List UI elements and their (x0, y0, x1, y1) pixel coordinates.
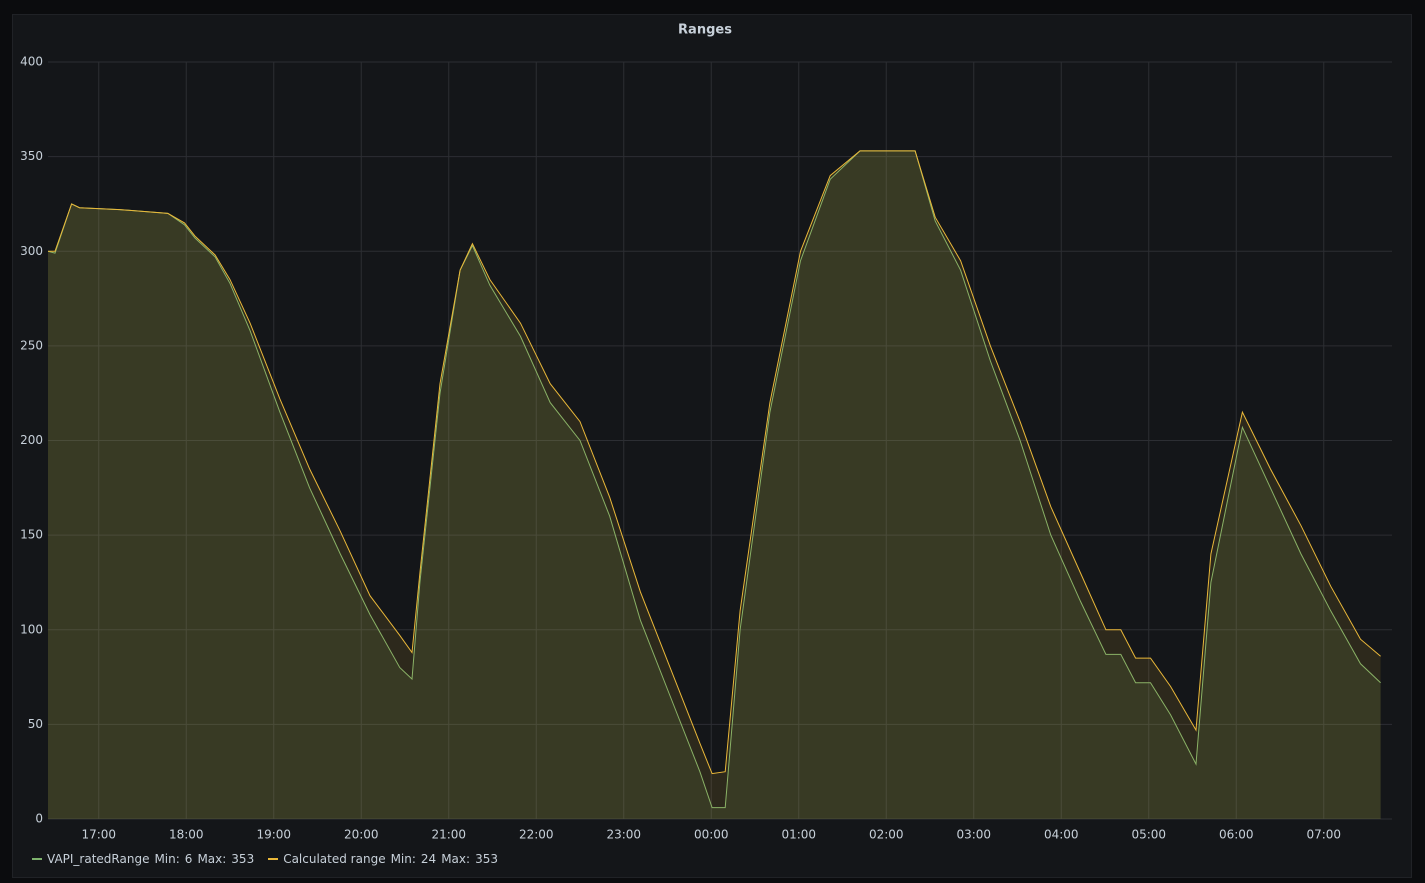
x-tick-label: 22:00 (519, 828, 554, 842)
x-tick-label: 23:00 (606, 828, 641, 842)
line (48, 150, 1381, 775)
area (48, 150, 1381, 819)
legend-stat-value: 353 (231, 852, 255, 866)
panel (12, 14, 1412, 878)
legend-stat-value: 353 (475, 852, 498, 866)
y-tick-label: 50 (28, 717, 43, 731)
x-tick-label: 17:00 (81, 828, 116, 842)
legend-swatch (268, 858, 279, 860)
legend-label: VAPI_ratedRange (47, 852, 150, 866)
x-tick-label: 00:00 (694, 828, 729, 842)
y-tick-label: 0 (35, 812, 43, 826)
x-tick-label: 20:00 (344, 828, 379, 842)
x-tick-label: 02:00 (869, 828, 904, 842)
legend-stat-label: Max: (441, 852, 471, 866)
x-tick-label: 04:00 (1044, 828, 1079, 842)
y-tick-label: 200 (20, 433, 43, 447)
y-tick-label: 350 (20, 149, 43, 163)
y-tick-label: 250 (20, 338, 43, 352)
x-tick-label: 19:00 (256, 828, 291, 842)
x-tick-label: 06:00 (1219, 828, 1254, 842)
x-tick-label: 01:00 (781, 828, 816, 842)
x-tick-label: 18:00 (169, 828, 204, 842)
legend-item[interactable]: VAPI_ratedRange Min: 6 Max: 353 (32, 852, 254, 866)
legend: VAPI_ratedRange Min: 6 Max: 353 Calculated ra… (32, 852, 498, 866)
y-tick-label: 300 (20, 244, 43, 258)
x-tick-label: 07:00 (1306, 828, 1341, 842)
chart-title: Ranges (678, 23, 732, 38)
x-tick-label: 21:00 (431, 828, 466, 842)
legend-stat-value: 6 (184, 852, 193, 866)
x-tick-label: 03:00 (956, 828, 991, 842)
line (47, 150, 1381, 809)
legend-swatch (32, 858, 42, 860)
y-tick-label: 100 (20, 622, 43, 636)
legend-stat-label: Max: (197, 852, 227, 866)
legend-stat-label: Min: (154, 852, 180, 866)
y-tick-label: 150 (20, 528, 43, 542)
legend-stat-label: Min: (390, 852, 416, 866)
area (48, 150, 1381, 819)
legend-label: Calculated range (283, 852, 386, 866)
legend-item[interactable]: Calculated range Min: 24 Max: 353 (268, 852, 498, 866)
x-tick-label: 05:00 (1131, 828, 1166, 842)
y-tick-label: 400 (20, 55, 43, 69)
legend-stat-value: 24 (420, 852, 437, 866)
